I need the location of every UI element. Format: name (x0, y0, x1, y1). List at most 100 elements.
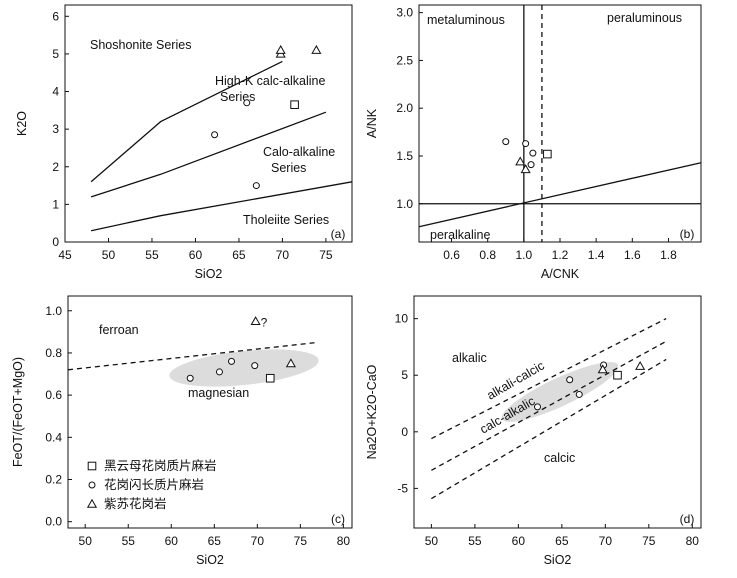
data-point-circle (228, 357, 236, 365)
data-point-circle (566, 376, 574, 384)
x-axis-label: A/CNK (541, 267, 580, 281)
data-point-circle (502, 138, 510, 146)
y-tick-label: 5 (401, 368, 408, 382)
x-tick-label: 65 (208, 534, 222, 548)
data-point-triangle (515, 156, 526, 166)
series-boundary-line (90, 60, 283, 183)
x-tick-label: 1.6 (624, 248, 641, 262)
data-point-triangle (285, 358, 296, 368)
x-tick-label: 70 (599, 534, 613, 548)
x-tick-label: 1.4 (588, 248, 605, 262)
x-tick-label: 55 (468, 534, 482, 548)
region-label: Shoshonite Series (90, 38, 191, 52)
data-point-circle (215, 368, 223, 376)
y-tick-label: 0.0 (45, 515, 62, 529)
y-tick-label: 4 (52, 85, 59, 99)
y-axis-label: Na2O+K2O-CaO (365, 364, 379, 459)
plot-frame (64, 4, 353, 243)
x-tick-label: 0.8 (479, 248, 496, 262)
sample-field (501, 362, 619, 422)
y-axis-label: A/NK (365, 108, 379, 138)
x-axis-label: SiO2 (196, 553, 224, 567)
legend-label: 黑云母花岗质片麻岩 (104, 458, 217, 473)
x-tick-label: 70 (251, 534, 265, 548)
data-point-triangle (311, 44, 322, 54)
sample-field (169, 349, 319, 387)
data-point-circle (243, 99, 251, 107)
y-tick-label: 6 (52, 9, 59, 23)
x-tick-label: 60 (189, 248, 203, 262)
mali-boundary (431, 358, 667, 500)
legend-marker-square (87, 461, 97, 471)
data-point-square (543, 149, 552, 159)
x-tick-label: 60 (512, 534, 526, 548)
x-tick-label: 50 (79, 534, 93, 548)
legend-label: 紫苏花岗岩 (104, 496, 167, 511)
region-label: ferroan (99, 323, 139, 337)
data-point-circle (575, 390, 583, 398)
data-point-circle (533, 403, 541, 411)
panel-d-malI-vs-sio2: 50 55 60 65 70 75 80 -5 0 5 10 SiO2 Na2O+K2O-CaO (d) a… (365, 295, 702, 567)
region-label: peraluminous (607, 11, 682, 25)
plot-frame (418, 4, 702, 243)
y-tick-label: 1 (52, 197, 59, 211)
x-tick-label: 75 (294, 534, 308, 548)
region-label: Calo-alkaline (263, 145, 335, 159)
series-boundary-line (90, 181, 353, 232)
region-label: magnesian (188, 386, 249, 400)
ferroan-magnesian-boundary (67, 341, 318, 371)
peralkaline-boundary (418, 162, 702, 228)
y-axis-label: FeOT/(FeOT+MgO) (11, 357, 25, 467)
x-tick-label: 45 (58, 248, 72, 262)
x-tick-label: 0.6 (443, 248, 460, 262)
region-label: peralkaline (430, 228, 491, 242)
data-point-circle (186, 374, 194, 382)
question-mark: ? (261, 315, 268, 329)
y-tick-label: 10 (395, 312, 409, 326)
x-axis-label: SiO2 (544, 553, 572, 567)
y-tick-label: 0.2 (45, 472, 62, 486)
y-tick-label: 1.0 (396, 197, 413, 211)
data-point-triangle (275, 44, 286, 54)
x-tick-label: 70 (276, 248, 290, 262)
data-point-circle (522, 140, 530, 148)
data-point-square (265, 373, 275, 383)
plot-frame (67, 295, 353, 529)
data-point-square (613, 370, 622, 380)
x-tick-label: 80 (337, 534, 351, 548)
panel-c-fe-number-vs-sio2: 50 55 60 65 70 75 80 0.0 0.2 0.4 0.6 0.8 1.0 SiO2 FeOT… (11, 295, 353, 567)
x-tick-label: 60 (165, 534, 179, 548)
series-boundary-line (90, 111, 327, 198)
y-tick-label: -5 (397, 481, 408, 495)
panel-letter: (d) (680, 512, 695, 526)
region-label: calcic (544, 451, 575, 465)
y-tick-label: 0 (401, 425, 408, 439)
y-tick-label: 3.0 (396, 6, 413, 20)
y-tick-label: 2 (52, 160, 59, 174)
region-label: Tholeiite Series (243, 213, 329, 227)
plot-frame (413, 295, 702, 529)
y-tick-label: 2.0 (396, 101, 413, 115)
x-tick-label: 65 (232, 248, 246, 262)
data-point-circle (529, 149, 537, 157)
panel-letter: (c) (331, 512, 345, 526)
y-tick-label: 2.5 (396, 53, 413, 67)
data-point-triangle (597, 364, 608, 374)
panel-a-k2o-vs-sio2: 45 50 55 60 65 70 750123456SiO2K2O(a)Shoshonit… (15, 4, 353, 281)
region-label: alkalic (452, 351, 487, 365)
data-point-circle (211, 131, 219, 139)
y-axis-label: K2O (15, 111, 29, 136)
y-tick-label: 1.5 (396, 149, 413, 163)
data-point-triangle (520, 164, 531, 174)
x-tick-label: 1.0 (516, 248, 533, 262)
x-tick-label: 80 (686, 534, 700, 548)
x-tick-label: 65 (555, 534, 569, 548)
region-label: metaluminous (427, 13, 505, 27)
y-tick-label: 0.6 (45, 388, 62, 402)
mali-boundary (431, 318, 667, 440)
y-tick-label: 3 (52, 122, 59, 136)
region-label: Series (271, 161, 306, 175)
x-axis-label: SiO2 (195, 267, 223, 281)
